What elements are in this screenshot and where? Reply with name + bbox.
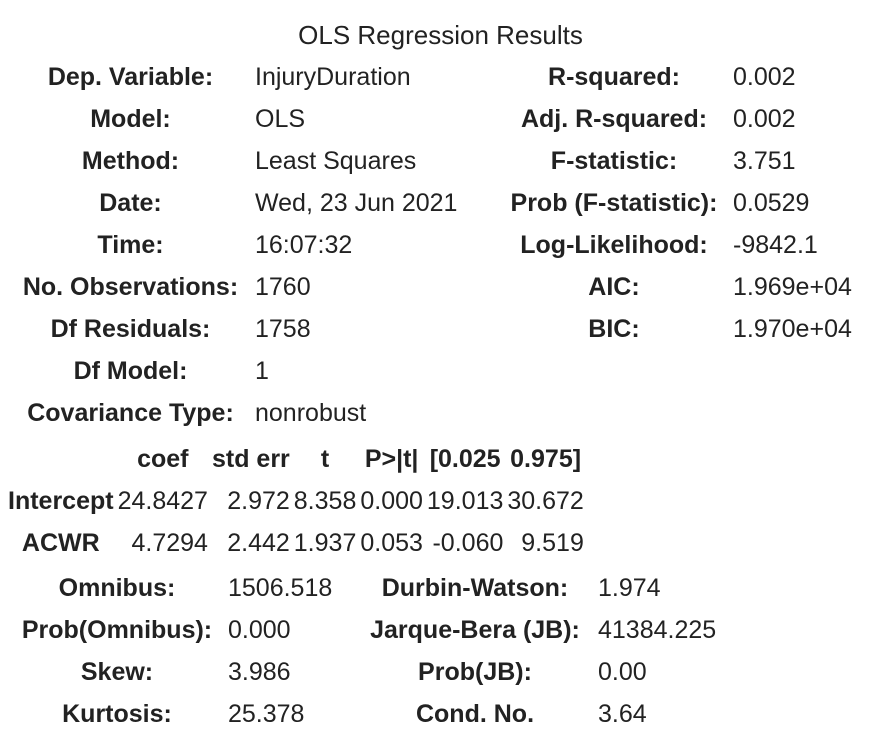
ci-lower-value: -0.060 xyxy=(432,529,504,557)
ci-upper-value: 9.519 xyxy=(521,529,584,557)
summary-label: Date: xyxy=(99,189,162,217)
std-err-value: 2.972 xyxy=(227,487,290,515)
diagnostic-label: Durbin-Watson: xyxy=(381,574,569,602)
summary-label: BIC: xyxy=(588,315,640,343)
summary-label: Df Model: xyxy=(73,357,188,385)
summary-value: InjuryDuration xyxy=(255,63,411,91)
t-value: 1.937 xyxy=(293,529,357,557)
summary-row: Covariance Type: nonrobust xyxy=(6,392,873,434)
summary-row: Date: Wed, 23 Jun 2021 Prob (F-statistic… xyxy=(6,182,873,224)
diagnostic-value: 41384.225 xyxy=(598,616,717,644)
summary-value: 0.0529 xyxy=(733,189,810,217)
column-header xyxy=(6,438,116,480)
diagnostics-table: Omnibus: 1506.518 Durbin-Watson: 1.974 P… xyxy=(6,567,758,735)
summary-value: 1.970e+04 xyxy=(733,315,852,343)
summary-value: 1 xyxy=(255,357,269,385)
summary-value: 16:07:32 xyxy=(255,231,353,259)
column-header: t xyxy=(320,445,330,473)
diagnostics-row: Skew: 3.986 Prob(JB): 0.00 xyxy=(6,651,758,693)
summary-row: Df Model: 1 xyxy=(6,350,873,392)
summary-label: No. Observations: xyxy=(22,273,239,301)
summary-value: Wed, 23 Jun 2021 xyxy=(255,189,458,217)
p-value: 0.053 xyxy=(360,529,423,557)
diagnostic-value: 3.986 xyxy=(228,658,291,686)
diagnostic-value: 1.974 xyxy=(598,574,661,602)
summary-label: Time: xyxy=(97,231,164,259)
summary-label: Prob (F-statistic): xyxy=(510,189,718,217)
summary-label: R-squared: xyxy=(548,63,680,91)
summary-label: Df Residuals: xyxy=(50,315,211,343)
summary-value: 1.969e+04 xyxy=(733,273,852,301)
diagnostic-value: 0.000 xyxy=(228,616,291,644)
summary-label: Dep. Variable: xyxy=(47,63,214,91)
summary-label: AIC: xyxy=(588,273,640,301)
ci-upper-value: 30.672 xyxy=(507,487,584,515)
summary-value: nonrobust xyxy=(255,399,367,427)
summary-label xyxy=(495,392,733,434)
summary-value xyxy=(733,392,873,434)
column-header: P>|t| xyxy=(364,445,419,473)
diagnostic-value: 0.00 xyxy=(598,658,647,686)
term-name: ACWR xyxy=(21,529,100,557)
summary-label: Log-Likelihood: xyxy=(520,231,708,259)
summary-value: 0.002 xyxy=(733,63,796,91)
summary-label: F-statistic: xyxy=(550,147,678,175)
coefficient-row: Intercept 24.8427 2.972 8.358 0.000 19.0… xyxy=(6,480,586,522)
summary-row: No. Observations: 1760 AIC: 1.969e+04 xyxy=(6,266,873,308)
column-header: 0.975] xyxy=(510,445,582,473)
diagnostics-row: Omnibus: 1506.518 Durbin-Watson: 1.974 xyxy=(6,567,758,609)
diagnostic-label: Jarque-Bera (JB): xyxy=(370,616,580,644)
summary-table: Dep. Variable: InjuryDuration R-squared:… xyxy=(6,56,873,434)
summary-label xyxy=(495,350,733,392)
diagnostic-label: Prob(Omnibus): xyxy=(21,616,213,644)
summary-row: Model: OLS Adj. R-squared: 0.002 xyxy=(6,98,873,140)
coefficient-row: ACWR 4.7294 2.442 1.937 0.053 -0.060 9.5… xyxy=(6,522,586,564)
summary-row: Time: 16:07:32 Log-Likelihood: -9842.1 xyxy=(6,224,873,266)
ci-lower-value: 19.013 xyxy=(426,487,504,515)
term-name: Intercept xyxy=(8,487,114,515)
summary-label: Method: xyxy=(81,147,180,175)
coef-value: 4.7294 xyxy=(131,529,208,557)
summary-value: 1760 xyxy=(255,273,311,301)
diagnostic-value: 25.378 xyxy=(228,700,305,728)
coefficients-header-row: coef std err t P>|t| [0.025 0.975] xyxy=(6,438,586,480)
summary-value xyxy=(733,350,873,392)
summary-value: 3.751 xyxy=(733,147,796,175)
coefficients-table: coef std err t P>|t| [0.025 0.975] Inter… xyxy=(6,438,586,564)
diagnostic-value: 3.64 xyxy=(598,700,647,728)
summary-row: Dep. Variable: InjuryDuration R-squared:… xyxy=(6,56,873,98)
std-err-value: 2.442 xyxy=(227,529,290,557)
diagnostics-row: Prob(Omnibus): 0.000 Jarque-Bera (JB): 4… xyxy=(6,609,758,651)
diagnostic-label: Prob(JB): xyxy=(418,658,532,686)
summary-value: 1758 xyxy=(255,315,311,343)
summary-row: Method: Least Squares F-statistic: 3.751 xyxy=(6,140,873,182)
column-header: std err xyxy=(211,445,290,473)
summary-label: Model: xyxy=(90,105,171,133)
summary-label: Adj. R-squared: xyxy=(520,105,708,133)
diagnostic-label: Omnibus: xyxy=(58,574,176,602)
diagnostic-value: 1506.518 xyxy=(228,574,333,602)
summary-value: Least Squares xyxy=(255,147,417,175)
diagnostic-label: Cond. No. xyxy=(415,700,535,728)
results-title: OLS Regression Results xyxy=(298,20,583,50)
t-value: 8.358 xyxy=(293,487,357,515)
diagnostic-label: Skew: xyxy=(80,658,154,686)
column-header: [0.025 xyxy=(429,445,501,473)
diagnostic-label: Kurtosis: xyxy=(62,700,172,728)
column-header: coef xyxy=(137,445,189,473)
summary-row: Df Residuals: 1758 BIC: 1.970e+04 xyxy=(6,308,873,350)
p-value: 0.000 xyxy=(360,487,423,515)
diagnostics-row: Kurtosis: 25.378 Cond. No. 3.64 xyxy=(6,693,758,735)
summary-label: Covariance Type: xyxy=(27,399,234,427)
summary-value: OLS xyxy=(255,105,306,133)
coef-value: 24.8427 xyxy=(117,487,208,515)
summary-value: -9842.1 xyxy=(733,231,818,259)
summary-value: 0.002 xyxy=(733,105,796,133)
